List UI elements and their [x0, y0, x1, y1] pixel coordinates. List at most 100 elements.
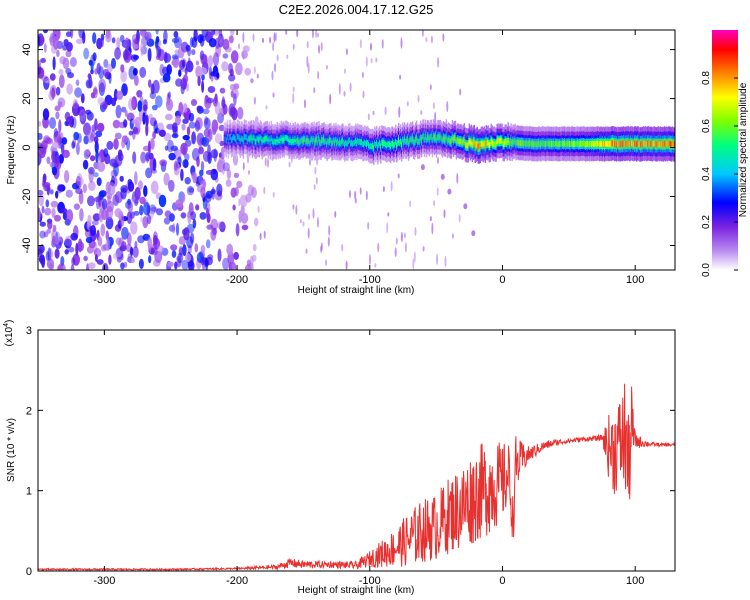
- heatmap-noise-cell: [211, 30, 216, 35]
- heatmap-noise-cell: [62, 149, 70, 159]
- heatmap-ridge-cell: [257, 136, 259, 143]
- heatmap-ridge-cell: [395, 138, 397, 145]
- heatmap-noise-cell: [73, 131, 80, 141]
- heatmap-noise-cell: [96, 37, 103, 50]
- heatmap-noise-cell: [242, 162, 245, 171]
- heatmap-ridge-cell: [408, 138, 411, 144]
- heatmap-ridge-cell: [466, 142, 468, 149]
- heatmap-noise-cell: [107, 195, 112, 205]
- heatmap-noise-cell: [147, 237, 153, 250]
- heatmap-noise-cell: [75, 188, 83, 195]
- heatmap-ridge-cell: [489, 141, 491, 148]
- heatmap-ridge-cell: [665, 140, 668, 147]
- heatmap-noise-cell: [451, 233, 454, 239]
- heatmap-ridge-cell: [594, 141, 596, 147]
- y-tick-label: 1: [26, 486, 32, 498]
- heatmap-ridge-cell: [322, 137, 324, 144]
- heatmap-ridge-cell: [646, 140, 649, 147]
- heatmap-noise-cell: [198, 146, 205, 155]
- heatmap-noise-cell: [272, 42, 275, 52]
- heatmap-noise-cell: [153, 120, 158, 134]
- heatmap-ridge-cell: [607, 140, 609, 147]
- heatmap-noise-cell: [190, 99, 198, 106]
- heatmap-noise-cell: [52, 36, 59, 50]
- heatmap-noise-cell: [87, 73, 92, 80]
- heatmap-ridge-cell: [410, 136, 413, 143]
- heatmap-ridge-cell: [307, 138, 309, 145]
- heatmap-ridge-cell: [336, 140, 338, 146]
- heatmap-noise-cell: [299, 219, 302, 224]
- heatmap-noise-cell: [38, 207, 41, 221]
- y-tick-label: 3: [26, 325, 32, 337]
- x-tick-label: 100: [626, 575, 644, 587]
- heatmap-ridge-cell: [520, 140, 522, 147]
- heatmap-noise-cell: [359, 39, 362, 49]
- heatmap-noise-cell: [178, 69, 182, 77]
- heatmap-ridge-cell: [474, 143, 476, 149]
- heatmap-ridge-cell: [504, 138, 506, 145]
- heatmap-ridge-cell: [288, 139, 290, 145]
- heatmap-noise-cell: [295, 205, 298, 215]
- heatmap-noise-cell: [101, 34, 104, 48]
- heatmap-ridge-cell: [445, 133, 448, 140]
- heatmap-noise-cell: [211, 119, 219, 133]
- heatmap-noise-cell: [181, 123, 186, 131]
- heatmap-noise-cell: [174, 49, 179, 55]
- heatmap-noise-cell: [66, 83, 73, 95]
- heatmap-ridge-cell: [310, 137, 312, 144]
- heatmap-noise-cell: [202, 150, 211, 162]
- heatmap-noise-cell: [170, 244, 178, 251]
- heatmap-ridge-cell: [551, 141, 553, 147]
- heatmap-ridge-cell: [611, 140, 613, 147]
- heatmap-ridge-cell: [454, 134, 457, 141]
- heatmap-noise-cell: [57, 262, 66, 270]
- heatmap-ridge-cell: [660, 141, 663, 148]
- heatmap-noise-cell: [186, 82, 190, 92]
- heatmap-noise-cell: [102, 69, 109, 77]
- heatmap-noise-cell: [272, 191, 275, 198]
- heatmap-ridge-cell: [471, 141, 473, 148]
- heatmap-noise-cell: [71, 141, 76, 149]
- heatmap-noise-cell: [70, 30, 74, 39]
- heatmap-ridge-cell: [527, 141, 529, 147]
- heatmap-ridge-cell: [287, 136, 289, 142]
- heatmap-noise-cell: [180, 212, 187, 219]
- heatmap-noise-cell: [252, 243, 257, 252]
- heatmap-ridge-cell: [501, 137, 503, 144]
- heatmap-noise-cell: [471, 230, 476, 237]
- heatmap-noise-cell: [167, 261, 174, 267]
- heatmap-noise-cell: [242, 51, 245, 60]
- heatmap-ridge-cell: [323, 136, 325, 143]
- heatmap-noise-cell: [143, 99, 148, 110]
- heatmap-noise-cell: [163, 53, 172, 63]
- heatmap-ridge-cell: [241, 136, 244, 143]
- heatmap-ridge-cell: [415, 134, 418, 141]
- heatmap-ridge-cell: [642, 140, 645, 147]
- heatmap-ridge-cell: [327, 138, 329, 145]
- heatmap-ridge-cell: [581, 140, 583, 147]
- heatmap-noise-cell: [100, 244, 107, 252]
- heatmap-ridge-cell: [645, 141, 648, 148]
- heatmap-ridge-cell: [505, 138, 507, 145]
- heatmap-noise-cell: [92, 52, 97, 62]
- heatmap-noise-cell: [276, 54, 279, 61]
- heatmap-noise-cell: [182, 159, 189, 169]
- heatmap-noise-cell: [202, 54, 208, 69]
- heatmap-noise-cell: [237, 106, 244, 120]
- heatmap-noise-cell: [102, 263, 109, 270]
- heatmap-ridge-cell: [409, 136, 412, 143]
- heatmap-ridge-cell: [422, 133, 425, 140]
- heatmap-noise-cell: [164, 145, 169, 151]
- heatmap-noise-cell: [320, 242, 323, 252]
- heatmap-ridge-cell: [509, 140, 511, 147]
- heatmap-ridge-cell: [427, 134, 430, 141]
- heatmap-noise-cell: [114, 47, 121, 60]
- heatmap-noise-cell: [146, 214, 152, 225]
- heatmap-ridge-cell: [523, 140, 525, 147]
- heatmap-ridge-cell: [418, 138, 421, 145]
- heatmap-noise-cell: [97, 155, 102, 166]
- heatmap-ridge-cell: [306, 137, 308, 144]
- heatmap-ridge-cell: [506, 140, 508, 147]
- heatmap-ridge-cell: [225, 137, 228, 144]
- heatmap-noise-cell: [123, 119, 128, 128]
